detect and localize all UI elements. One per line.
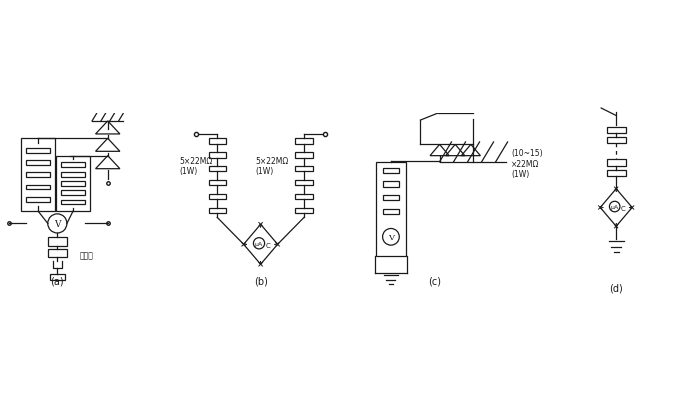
Bar xyxy=(295,194,313,200)
Bar xyxy=(21,139,56,212)
Text: V: V xyxy=(388,233,394,241)
Text: C: C xyxy=(621,206,626,212)
Bar xyxy=(61,181,85,186)
Bar xyxy=(61,173,85,177)
Bar xyxy=(295,180,313,186)
Bar xyxy=(208,180,226,186)
Bar xyxy=(383,196,399,201)
Bar xyxy=(26,173,51,178)
Bar xyxy=(48,249,67,258)
Bar xyxy=(208,153,226,158)
Bar xyxy=(49,274,65,280)
Bar xyxy=(295,208,313,214)
Circle shape xyxy=(383,229,399,245)
Bar xyxy=(607,160,626,166)
Bar xyxy=(56,156,90,212)
Bar xyxy=(383,209,399,214)
Bar xyxy=(295,139,313,144)
Text: C: C xyxy=(266,243,270,249)
Bar xyxy=(376,162,406,256)
Circle shape xyxy=(254,238,265,249)
Bar xyxy=(61,191,85,196)
Bar xyxy=(208,208,226,214)
Text: 5×22MΩ
(1W): 5×22MΩ (1W) xyxy=(179,156,212,175)
Bar xyxy=(607,127,626,133)
Bar xyxy=(295,153,313,158)
Bar xyxy=(295,166,313,172)
Bar xyxy=(607,137,626,144)
Text: V: V xyxy=(54,220,60,228)
Bar xyxy=(26,161,51,166)
Bar xyxy=(383,168,399,173)
Text: (a): (a) xyxy=(51,276,64,286)
Circle shape xyxy=(610,202,620,212)
Bar xyxy=(208,166,226,172)
Bar xyxy=(208,194,226,200)
Text: (b): (b) xyxy=(254,276,268,286)
Bar xyxy=(607,170,626,177)
Bar xyxy=(61,200,85,205)
Text: μA: μA xyxy=(255,241,263,246)
Text: μA: μA xyxy=(611,205,619,209)
Text: (c): (c) xyxy=(428,276,441,286)
Text: 5×22MΩ
(1W): 5×22MΩ (1W) xyxy=(256,156,288,175)
Bar xyxy=(61,163,85,168)
Text: (10~15)
×22MΩ
(1W): (10~15) ×22MΩ (1W) xyxy=(511,149,543,179)
Bar xyxy=(383,182,399,187)
Bar xyxy=(26,149,51,153)
Bar xyxy=(208,139,226,144)
Bar xyxy=(26,185,51,190)
Text: 绵缘杆: 绵缘杆 xyxy=(80,251,94,260)
Circle shape xyxy=(48,214,67,233)
Bar xyxy=(26,197,51,202)
Bar xyxy=(48,238,67,246)
Text: (d): (d) xyxy=(610,283,623,293)
